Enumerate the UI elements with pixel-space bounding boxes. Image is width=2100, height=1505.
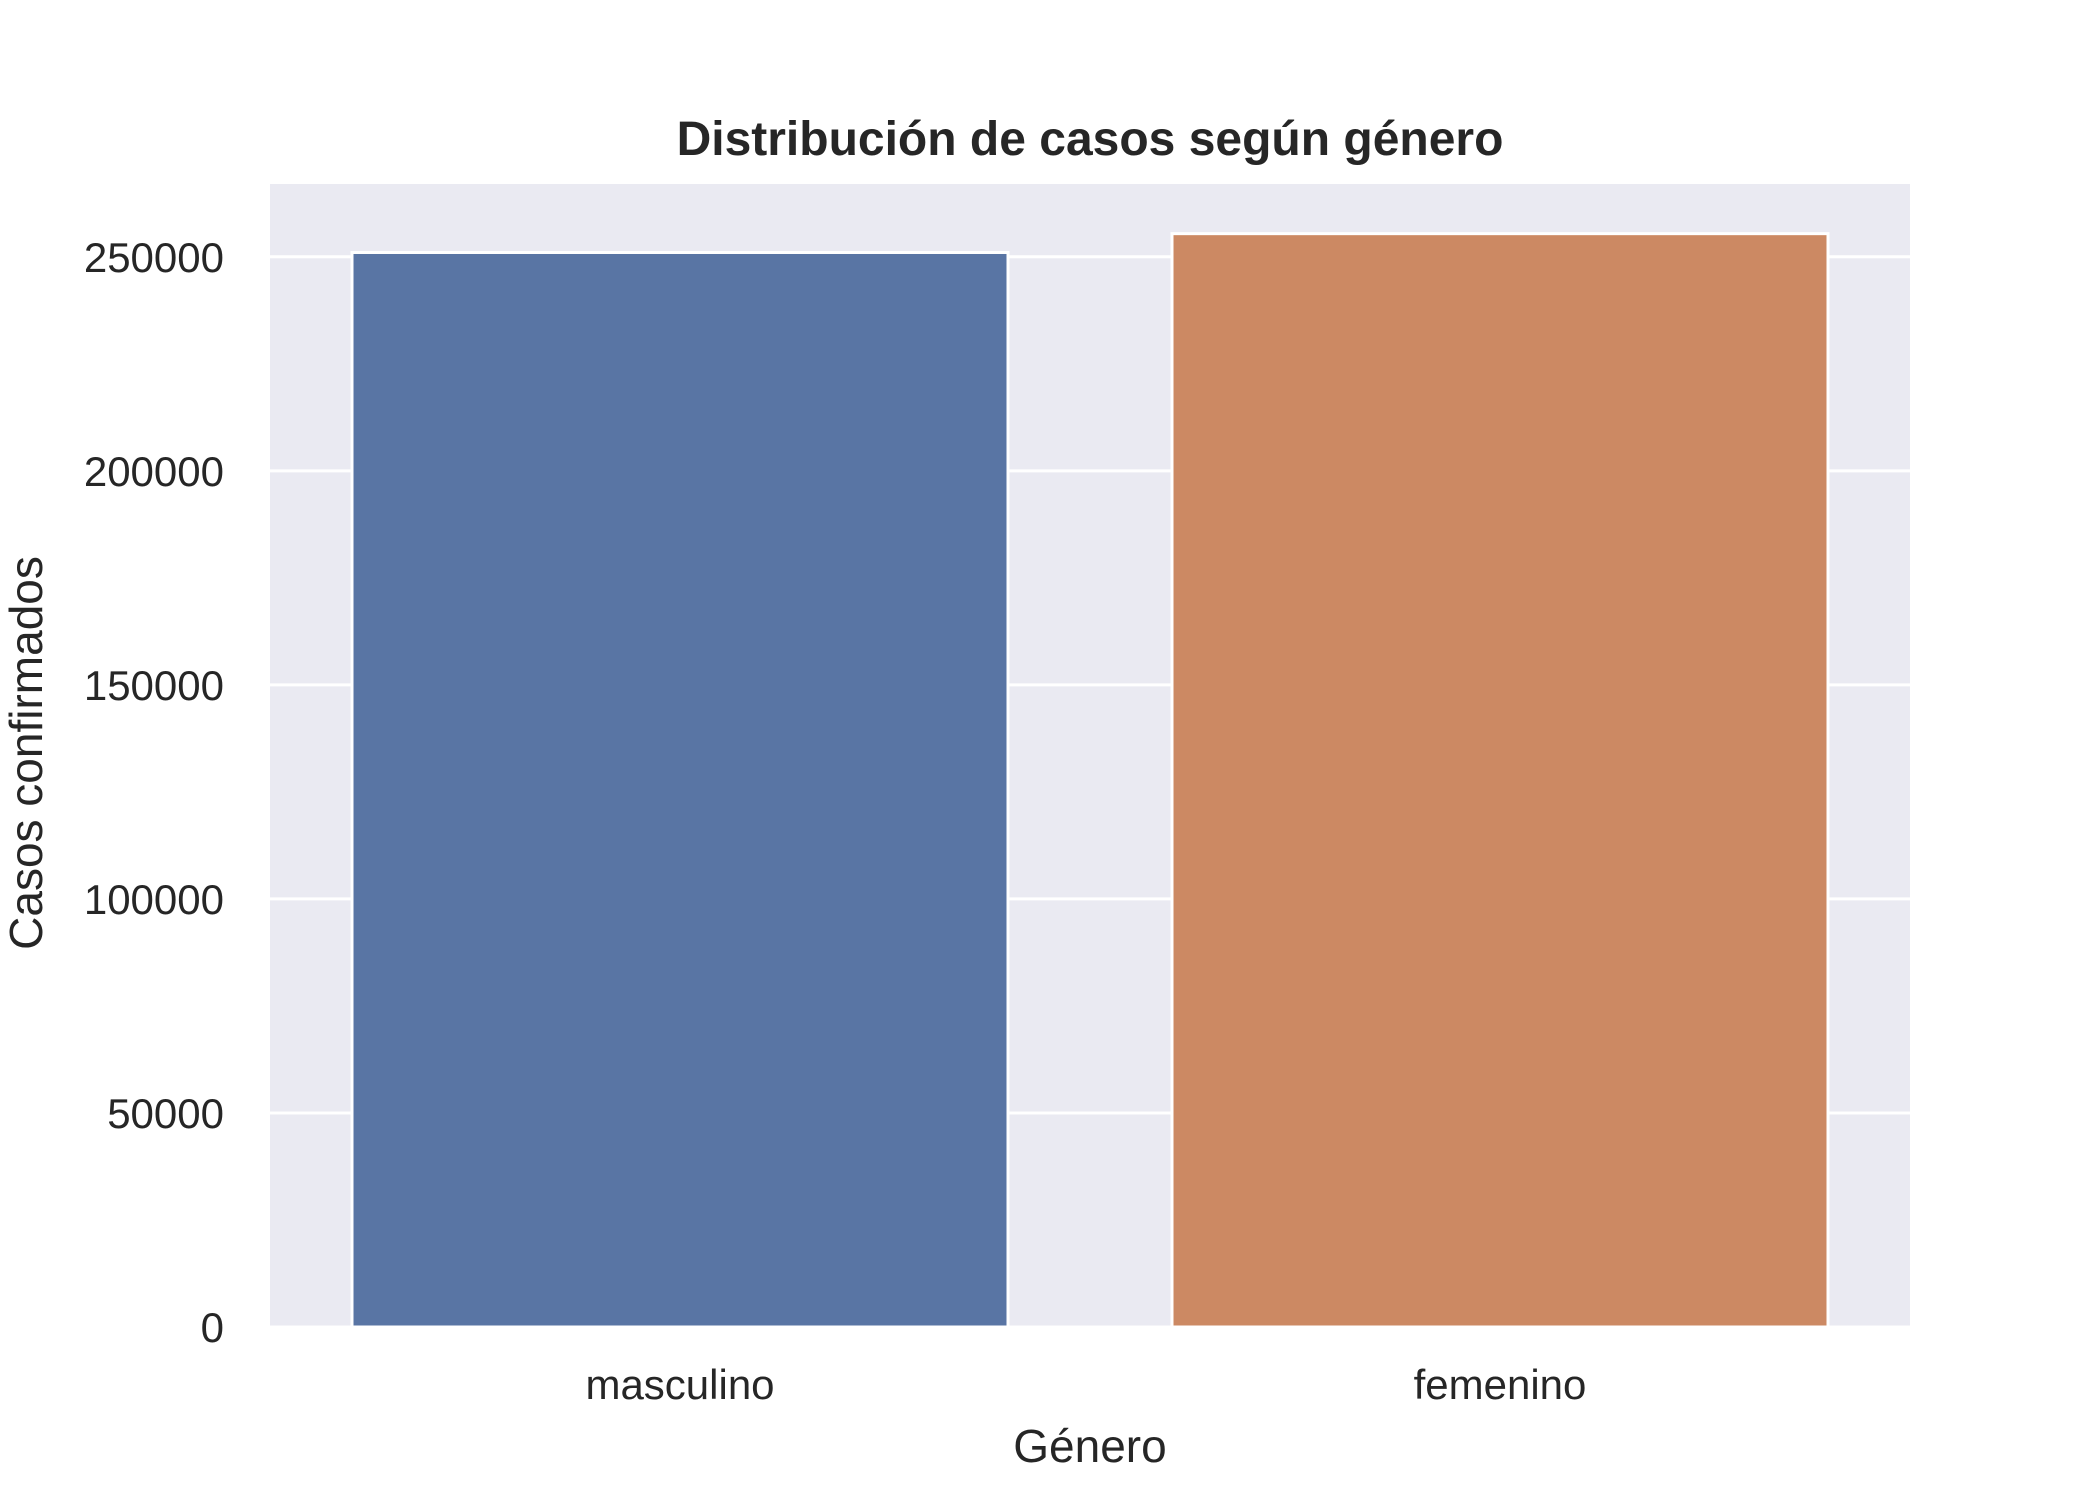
- y-tick-labels: 0 50000 100000 150000 200000 250000: [84, 234, 224, 1351]
- y-axis-label: Casos confirmados: [0, 556, 52, 950]
- chart-title: Distribución de casos según género: [677, 113, 1504, 166]
- x-tick-label: masculino: [585, 1361, 774, 1408]
- y-tick-label: 50000: [107, 1090, 224, 1137]
- y-tick-label: 250000: [84, 234, 224, 281]
- bars: [350, 232, 1830, 1329]
- y-tick-label: 200000: [84, 448, 224, 495]
- bar-femenino: [1170, 232, 1830, 1329]
- x-tick-labels: masculino femenino: [585, 1361, 1586, 1408]
- bar-masculino: [350, 250, 1010, 1329]
- y-tick-label: 150000: [84, 662, 224, 709]
- x-tick-label: femenino: [1414, 1361, 1587, 1408]
- x-axis-label: Género: [1013, 1420, 1166, 1472]
- y-tick-label: 100000: [84, 876, 224, 923]
- y-tick-label: 0: [201, 1304, 224, 1351]
